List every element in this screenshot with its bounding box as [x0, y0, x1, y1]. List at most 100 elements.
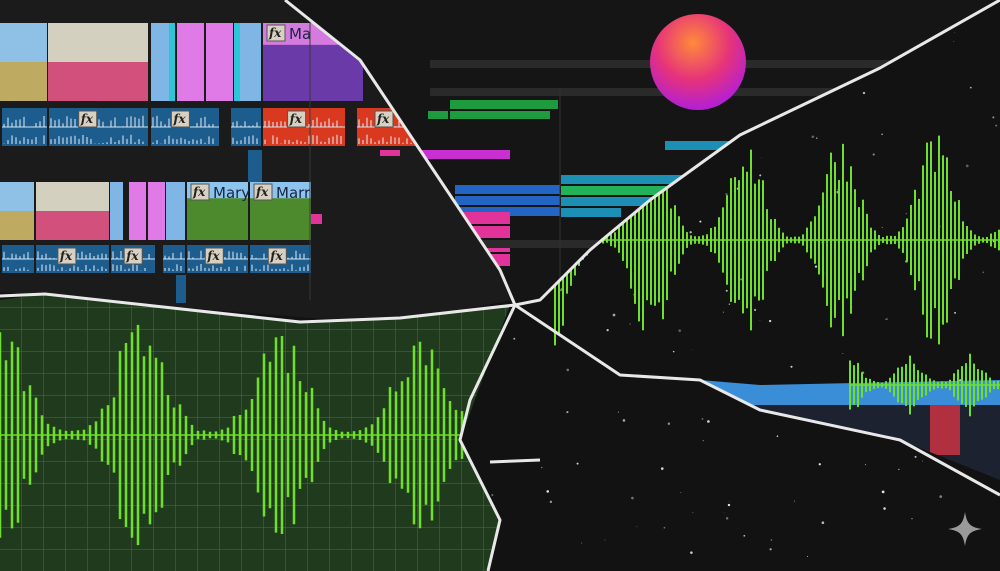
track-bar[interactable] — [455, 196, 560, 205]
star — [699, 220, 702, 223]
fx-badge-icon: fx — [170, 110, 190, 128]
video-clip[interactable] — [148, 182, 165, 240]
star — [982, 271, 984, 273]
video-clip[interactable] — [176, 275, 186, 303]
star — [606, 328, 609, 332]
star — [842, 353, 844, 354]
star — [776, 435, 779, 437]
star — [770, 539, 773, 541]
track-bar[interactable] — [561, 197, 701, 206]
svg-text:fx: fx — [192, 185, 206, 199]
star — [678, 329, 682, 333]
star — [576, 462, 579, 465]
star — [723, 512, 725, 514]
star — [725, 289, 728, 292]
svg-text:fx: fx — [269, 249, 283, 263]
fx-badge-icon: fx — [123, 247, 143, 265]
star — [769, 548, 772, 551]
star — [691, 349, 693, 350]
star — [954, 311, 956, 314]
track-bar[interactable] — [561, 186, 701, 195]
star — [872, 153, 875, 156]
svg-text:fx: fx — [206, 249, 220, 263]
video-clip[interactable] — [177, 23, 204, 101]
fx-badge-icon: fx — [374, 110, 394, 128]
star — [660, 467, 664, 470]
video-clip[interactable] — [311, 214, 322, 224]
star — [939, 495, 943, 498]
track-bar[interactable] — [561, 208, 621, 217]
star — [580, 542, 583, 544]
audio-clip[interactable] — [231, 108, 261, 146]
fx-badge-icon: fx — [253, 183, 273, 201]
sphere-graphic — [650, 14, 746, 110]
star — [612, 313, 616, 317]
audio-clip[interactable] — [2, 108, 47, 146]
star — [546, 490, 550, 493]
star — [680, 492, 682, 494]
clip-title: Marr — [276, 184, 311, 202]
star — [604, 539, 606, 541]
star — [566, 411, 569, 414]
star — [722, 311, 724, 313]
star — [513, 337, 516, 340]
star — [969, 86, 972, 89]
video-clip-thumbnail[interactable] — [48, 23, 148, 101]
star — [953, 40, 955, 42]
video-clip-thumbnail[interactable] — [0, 23, 47, 101]
video-clip[interactable] — [129, 182, 146, 240]
video-clip-thumbnail[interactable] — [0, 182, 34, 240]
star — [881, 133, 883, 135]
audio-clip[interactable] — [2, 245, 34, 273]
star — [617, 411, 619, 413]
svg-text:fx: fx — [80, 112, 94, 126]
video-clip-thumbnail[interactable] — [36, 182, 109, 240]
video-clip[interactable] — [206, 23, 233, 101]
star — [768, 319, 772, 323]
fx-badge-icon: fx — [267, 247, 287, 265]
star — [663, 526, 666, 529]
star — [689, 231, 692, 234]
star — [667, 422, 671, 425]
audio-clip[interactable] — [49, 108, 148, 146]
star — [885, 318, 887, 320]
video-clip[interactable] — [169, 23, 175, 101]
track-bar[interactable] — [428, 111, 448, 119]
video-clip[interactable] — [166, 182, 185, 240]
svg-text:fx: fx — [289, 112, 303, 126]
track-bar[interactable] — [665, 141, 735, 150]
star — [549, 500, 553, 504]
star — [636, 526, 638, 527]
fx-badge-icon: fx — [57, 247, 77, 265]
video-clip[interactable] — [234, 23, 240, 101]
video-clip[interactable] — [248, 150, 262, 182]
star — [807, 555, 809, 557]
star — [702, 439, 704, 442]
track-bar[interactable] — [561, 175, 701, 184]
audio-clip[interactable] — [163, 245, 185, 273]
star — [851, 306, 853, 308]
star — [816, 137, 818, 139]
star — [905, 212, 908, 215]
track-bar[interactable] — [455, 207, 560, 216]
video-clip[interactable] — [240, 23, 261, 101]
track-bar[interactable] — [455, 185, 560, 194]
clip-title: Ma — [289, 25, 311, 43]
star — [790, 365, 793, 368]
star — [794, 500, 796, 502]
track-bar[interactable] — [450, 100, 558, 109]
star — [818, 463, 821, 466]
star — [701, 417, 704, 420]
star — [727, 503, 731, 507]
star — [883, 507, 886, 510]
svg-text:fx: fx — [255, 185, 269, 199]
video-clip[interactable] — [380, 150, 400, 156]
fx-badge-icon: fx — [287, 110, 307, 128]
track-bar[interactable] — [380, 150, 510, 159]
track-bar[interactable] — [450, 111, 550, 119]
star — [672, 350, 675, 353]
video-clip[interactable] — [110, 182, 123, 240]
